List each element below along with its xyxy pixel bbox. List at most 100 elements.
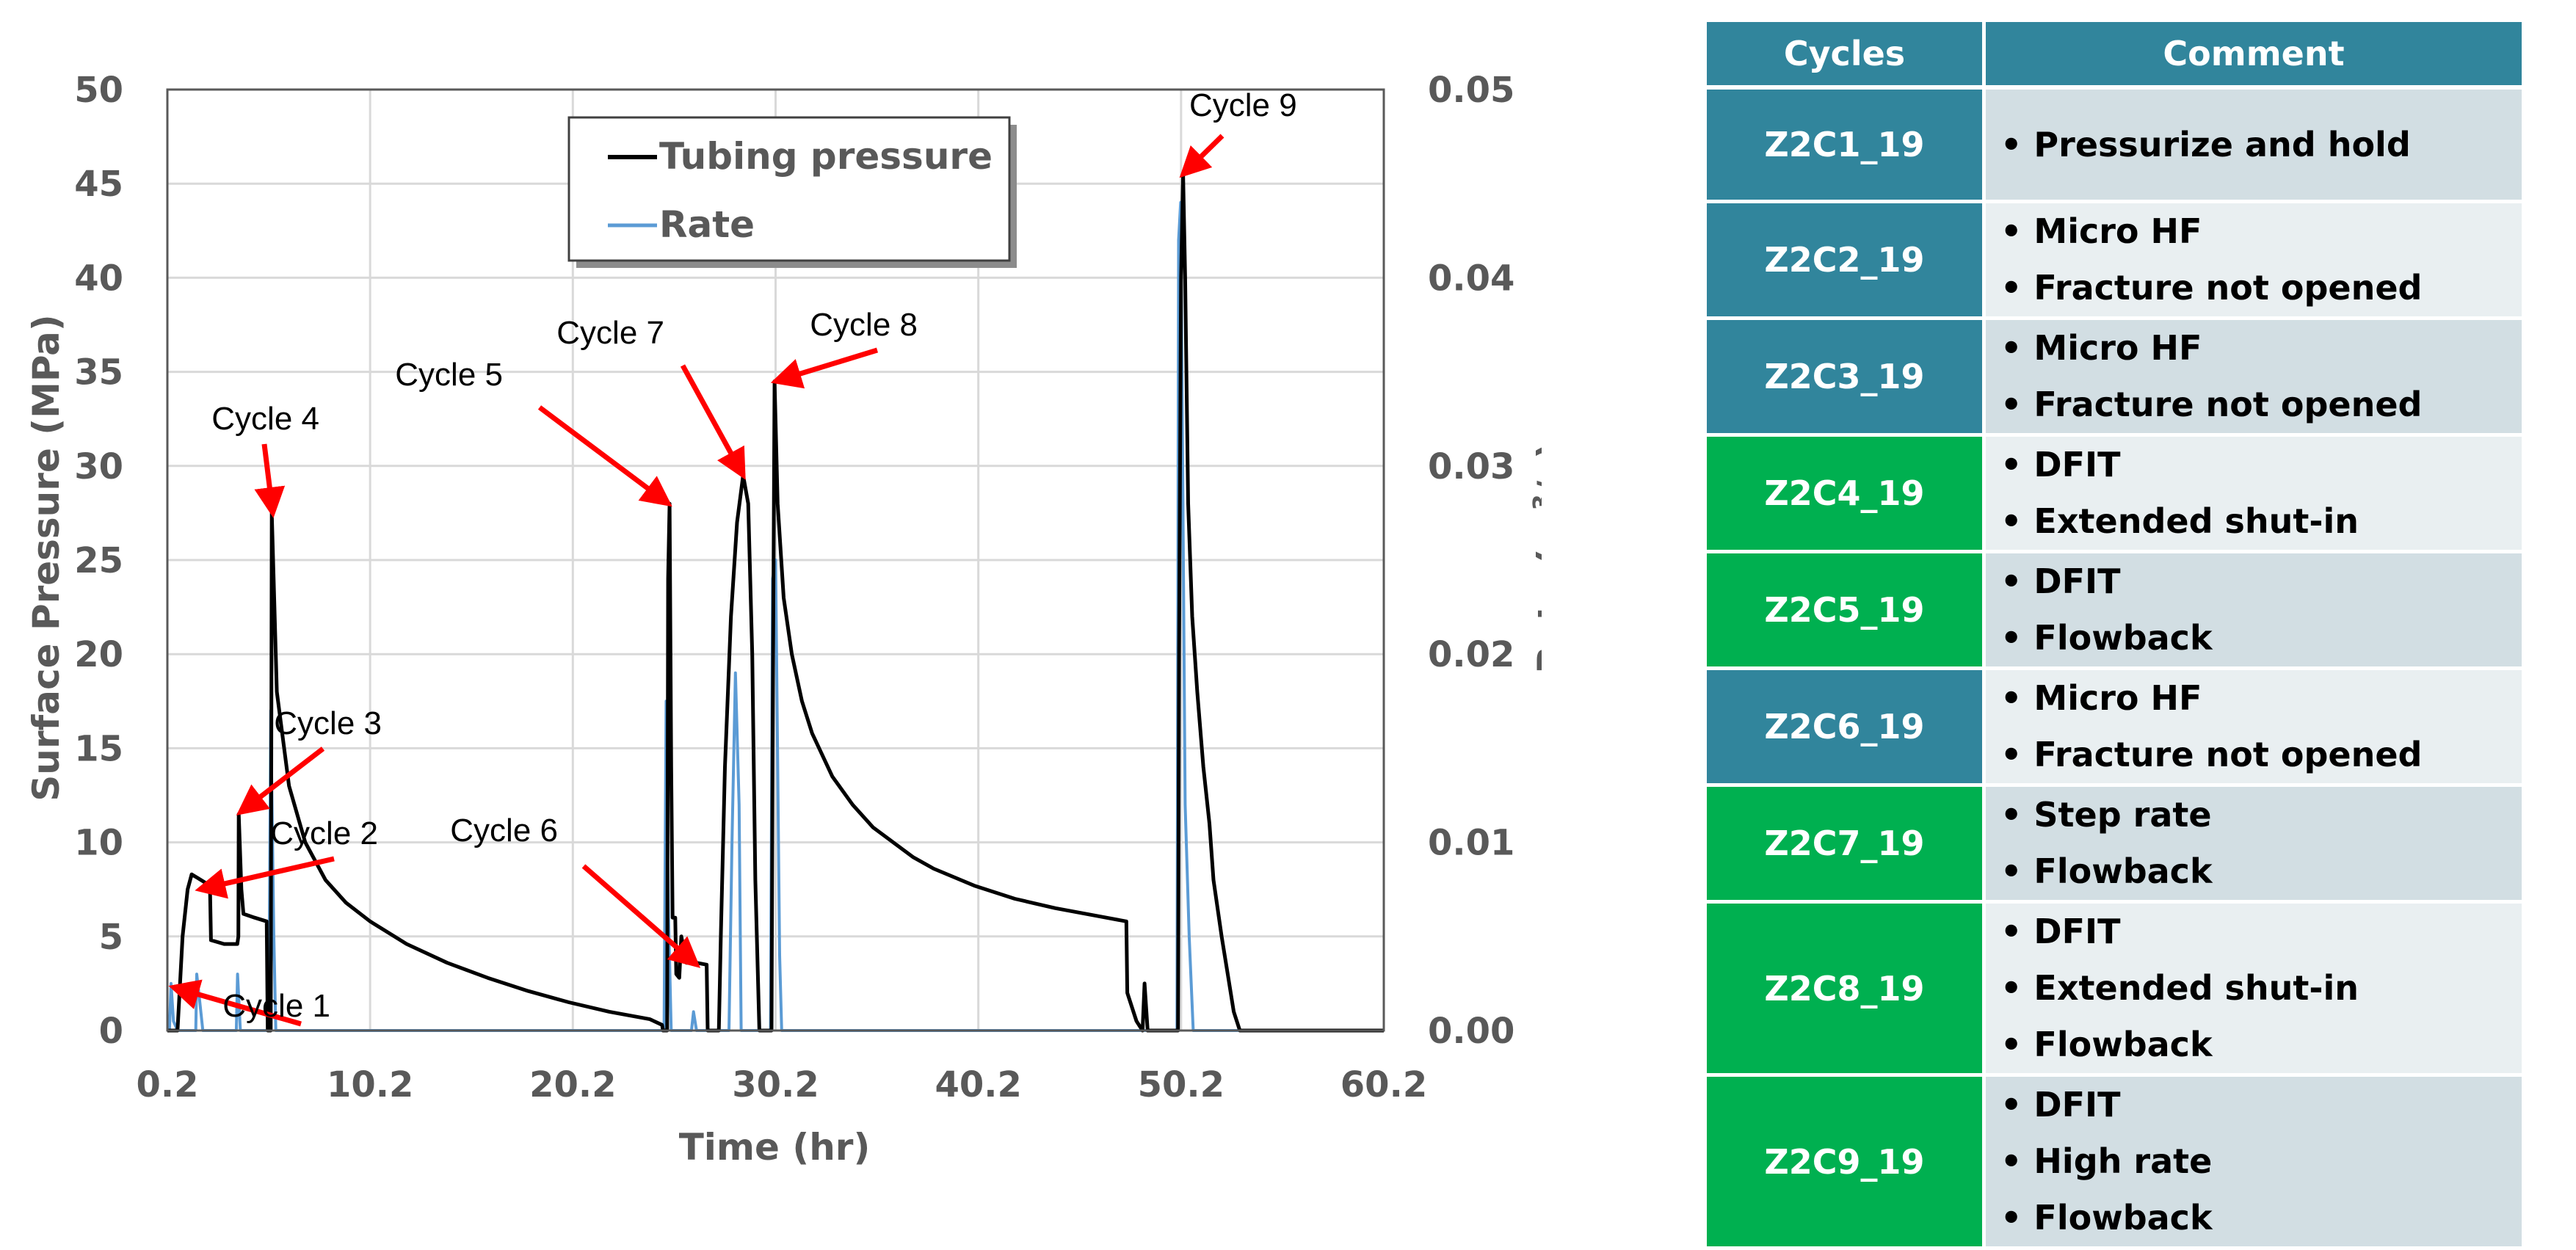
x-tick-label: 50.2	[1138, 1064, 1224, 1105]
annotation-label: Cycle 4	[211, 401, 319, 437]
y2-tick-label: 0.05	[1428, 70, 1514, 111]
legend-label-pressure: Tubing pressure	[659, 135, 993, 178]
y2-tick-label: 0.00	[1428, 1011, 1514, 1052]
table-row: Z2C4_19DFITExtended shut-in	[1707, 437, 2525, 553]
annotation-label: Cycle 7	[556, 315, 664, 351]
annotation-arrow	[236, 746, 325, 815]
cycle-name-cell: Z2C5_19	[1707, 553, 1986, 670]
x-tick-label: 0.2	[136, 1064, 198, 1105]
y2-tick-label: 0.01	[1428, 823, 1514, 864]
annotation-arrow	[680, 364, 746, 480]
y-tick-label: 0	[99, 1011, 123, 1052]
comment-bullet: High rate	[2000, 1133, 2522, 1190]
annotation-label: Cycle 3	[274, 705, 382, 741]
table-row: Z2C2_19Micro HFFracture not opened	[1707, 203, 2525, 320]
cycle-name-cell: Z2C4_19	[1707, 437, 1986, 553]
comment-bullet: Micro HF	[2000, 203, 2522, 260]
cycle-name-cell: Z2C7_19	[1707, 787, 1986, 904]
x-axis-title: Time (hr)	[679, 1126, 871, 1169]
comment-bullet: Flowback	[2000, 610, 2522, 666]
comment-bullet: Flowback	[2000, 1017, 2522, 1073]
comment-cell: Pressurize and hold	[1986, 90, 2525, 203]
y-tick-label: 15	[74, 728, 123, 769]
y-tick-label: 40	[74, 258, 123, 299]
annotation-arrow	[1179, 134, 1224, 178]
tick-labels: 0 5 10 15 20 25 30 35 40 45 50 0.2 10.2 20.2 30.2 40.2 5…	[74, 70, 1514, 1105]
comment-bullet: DFIT	[2000, 437, 2522, 493]
y2-axis-title: Rate (m3/s)	[1528, 442, 1542, 674]
y2-axis-title-prefix: Rate (m	[1530, 510, 1542, 673]
x-tick-label: 40.2	[935, 1064, 1021, 1105]
series-line-tubing-pressure	[167, 172, 1384, 1033]
y-tick-label: 10	[74, 823, 123, 864]
legend: Tubing pressure Rate	[567, 116, 1017, 268]
y-tick-label: 5	[99, 917, 123, 958]
comment-bullet: Flowback	[2000, 1190, 2522, 1246]
y-tick-label: 35	[74, 352, 123, 393]
y2-tick-label: 0.02	[1428, 634, 1514, 675]
legend-box	[567, 116, 1011, 262]
header-comment: Comment	[1986, 22, 2525, 90]
comment-bullet: Micro HF	[2000, 320, 2522, 377]
y-tick-label: 30	[74, 446, 123, 487]
comment-cell: DFITFlowback	[1986, 553, 2525, 670]
legend-label-rate: Rate	[659, 203, 755, 246]
annotation-arrow	[537, 405, 672, 507]
comment-bullet: Fracture not opened	[2000, 727, 2522, 783]
annotation-arrow	[195, 856, 335, 899]
cycles-table: Cycles Comment Z2C1_19Pressurize and hol…	[1707, 22, 2525, 1250]
cycle-name-cell: Z2C1_19	[1707, 90, 1986, 203]
annotation-label: Cycle 2	[270, 815, 378, 851]
annotation-arrow	[581, 864, 701, 968]
annotation-label: Cycle 6	[450, 813, 558, 849]
annotation-arrow	[770, 347, 879, 389]
table-row: Z2C5_19DFITFlowback	[1707, 553, 2525, 670]
y-axis-title: Surface Pressure (MPa)	[25, 314, 68, 802]
comment-cell: Micro HFFracture not opened	[1986, 320, 2525, 437]
annotation-label: Cycle 5	[395, 357, 503, 393]
y2-axis-title-suffix: /s)	[1530, 442, 1542, 494]
annotation-arrow	[254, 443, 286, 518]
comment-cell: Micro HFFracture not opened	[1986, 203, 2525, 320]
comment-bullet: Flowback	[2000, 843, 2522, 900]
comment-bullet: DFIT	[2000, 1077, 2522, 1133]
annotation-label: Cycle 1	[222, 988, 330, 1024]
y2-tick-label: 0.03	[1428, 446, 1514, 487]
comment-cell: DFITExtended shut-inFlowback	[1986, 904, 2525, 1077]
cycle-name-cell: Z2C8_19	[1707, 904, 1986, 1077]
header-cycles: Cycles	[1707, 22, 1986, 90]
table-row: Z2C1_19Pressurize and hold	[1707, 90, 2525, 203]
annotations: Cycle 1 Cycle 2 Cycle 3 Cycle 4 Cycle 5 Cycle…	[168, 87, 1297, 1027]
table-header-row: Cycles Comment	[1707, 22, 2525, 90]
annotation-arrow	[168, 979, 302, 1027]
annotation-label: Cycle 8	[810, 307, 918, 343]
x-tick-label: 60.2	[1340, 1064, 1427, 1105]
y-tick-label: 20	[74, 634, 123, 675]
comment-cell: DFITHigh rateFlowback	[1986, 1077, 2525, 1250]
y-tick-label: 50	[74, 70, 123, 111]
y2-axis-title-sup: 3	[1528, 494, 1542, 510]
table-row: Z2C6_19Micro HFFracture not opened	[1707, 670, 2525, 787]
x-tick-label: 10.2	[327, 1064, 413, 1105]
comment-bullet: Micro HF	[2000, 670, 2522, 727]
comment-bullet: Pressurize and hold	[2000, 117, 2522, 173]
comment-cell: DFITExtended shut-in	[1986, 437, 2525, 553]
y-tick-label: 45	[74, 164, 123, 205]
pressure-rate-chart: 0 5 10 15 20 25 30 35 40 45 50 0.2 10.2 20.2 30.2 40.2 5…	[25, 70, 1542, 1169]
table-row: Z2C9_19DFITHigh rateFlowback	[1707, 1077, 2525, 1250]
annotation-label: Cycle 9	[1189, 87, 1297, 123]
comment-cell: Step rateFlowback	[1986, 787, 2525, 904]
comment-bullet: Fracture not opened	[2000, 260, 2522, 316]
x-tick-label: 30.2	[732, 1064, 819, 1105]
table-row: Z2C7_19Step rateFlowback	[1707, 787, 2525, 904]
plot-frame	[166, 88, 1385, 1032]
comment-bullet: Extended shut-in	[2000, 960, 2522, 1017]
cycle-name-cell: Z2C6_19	[1707, 670, 1986, 787]
y-tick-label: 25	[74, 540, 123, 581]
comment-bullet: Step rate	[2000, 787, 2522, 843]
cycle-name-cell: Z2C9_19	[1707, 1077, 1986, 1250]
cycle-name-cell: Z2C3_19	[1707, 320, 1986, 437]
chart-svg: 0 5 10 15 20 25 30 35 40 45 50 0.2 10.2 20.2 30.2 40.2 5…	[25, 70, 1542, 1169]
comment-bullet: Fracture not opened	[2000, 377, 2522, 433]
